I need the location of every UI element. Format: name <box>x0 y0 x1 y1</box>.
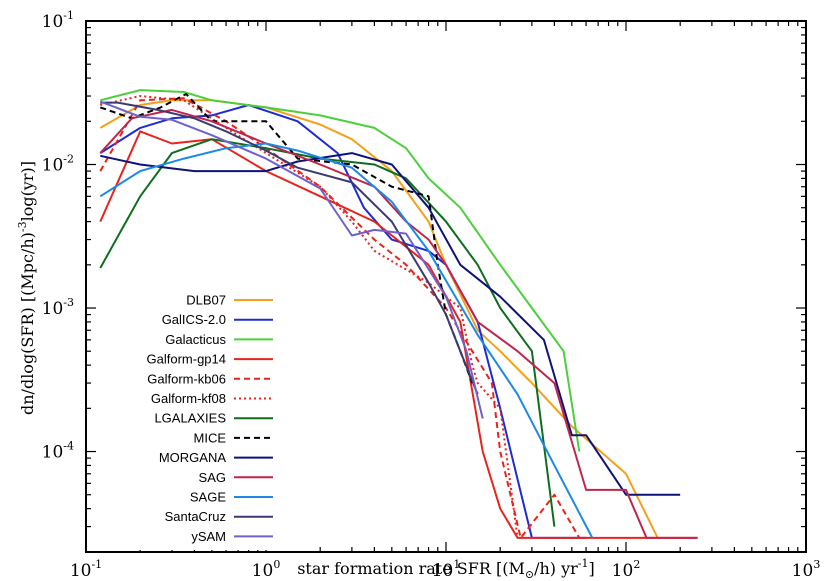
legend-label-lgalaxies: LGALAXIES <box>154 411 226 426</box>
series-layer <box>99 89 698 539</box>
legend-label-morgana: MORGANA <box>159 450 227 465</box>
series-line-galform-gp14 <box>99 130 698 539</box>
series-line-galform-kb06 <box>99 97 581 539</box>
legend-label-dlb07: DLB07 <box>186 293 226 308</box>
legend-label-galics-2-0: GalICS-2.0 <box>162 312 226 327</box>
legend-label-galform-kb06: Galform-kb06 <box>147 371 226 386</box>
y-tick-label: 10-3 <box>42 296 74 319</box>
series-line-lgalaxies <box>99 138 556 527</box>
x-tick-label: 103 <box>792 558 821 581</box>
series-line-galacticus <box>100 89 581 452</box>
legend-label-sag: SAG <box>199 470 226 485</box>
series-line-mice <box>99 93 474 384</box>
series-line-morgana <box>100 152 681 496</box>
y-axis-title: dn/dlog(SFR) [(Mpc/h)-3log(yr)] <box>16 161 37 415</box>
x-tick-label: 10-1 <box>70 558 102 581</box>
series-line-sage <box>99 142 594 539</box>
y-tick-label: 10-2 <box>42 153 74 176</box>
y-tick-label: 10-4 <box>42 440 74 463</box>
legend-label-santacruz: SantaCruz <box>165 509 226 524</box>
x-tick-label: 101 <box>432 558 461 581</box>
legend-label-ysam: ySAM <box>191 529 226 544</box>
legend-label-mice: MICE <box>194 430 227 445</box>
legend-label-galform-kf08: Galform-kf08 <box>151 391 226 406</box>
series-line-sag <box>99 108 698 539</box>
x-axis-title: star formation rate SFR [(M⊙/h) yr-1] <box>297 557 595 581</box>
series-line-galics-2-0 <box>99 104 587 539</box>
legend-label-galacticus: Galacticus <box>165 332 226 347</box>
y-tick-label: 10-1 <box>42 9 74 32</box>
series-line-ysam <box>99 100 484 419</box>
tick-layer: 10-1 100 101 102 103 10-4 10-3 10-2 10-1 <box>42 9 821 581</box>
series-line-santacruz <box>100 101 479 395</box>
legend-label-sage: SAGE <box>190 490 226 505</box>
x-tick-label: 102 <box>612 558 641 581</box>
legend: DLB07 GalICS-2.0 Galacticus Galform-gp14 Gal… <box>112 288 282 550</box>
series-line-galform-kf08 <box>100 95 519 539</box>
x-tick-label: 100 <box>252 558 281 581</box>
legend-label-galform-gp14: Galform-gp14 <box>147 352 226 367</box>
